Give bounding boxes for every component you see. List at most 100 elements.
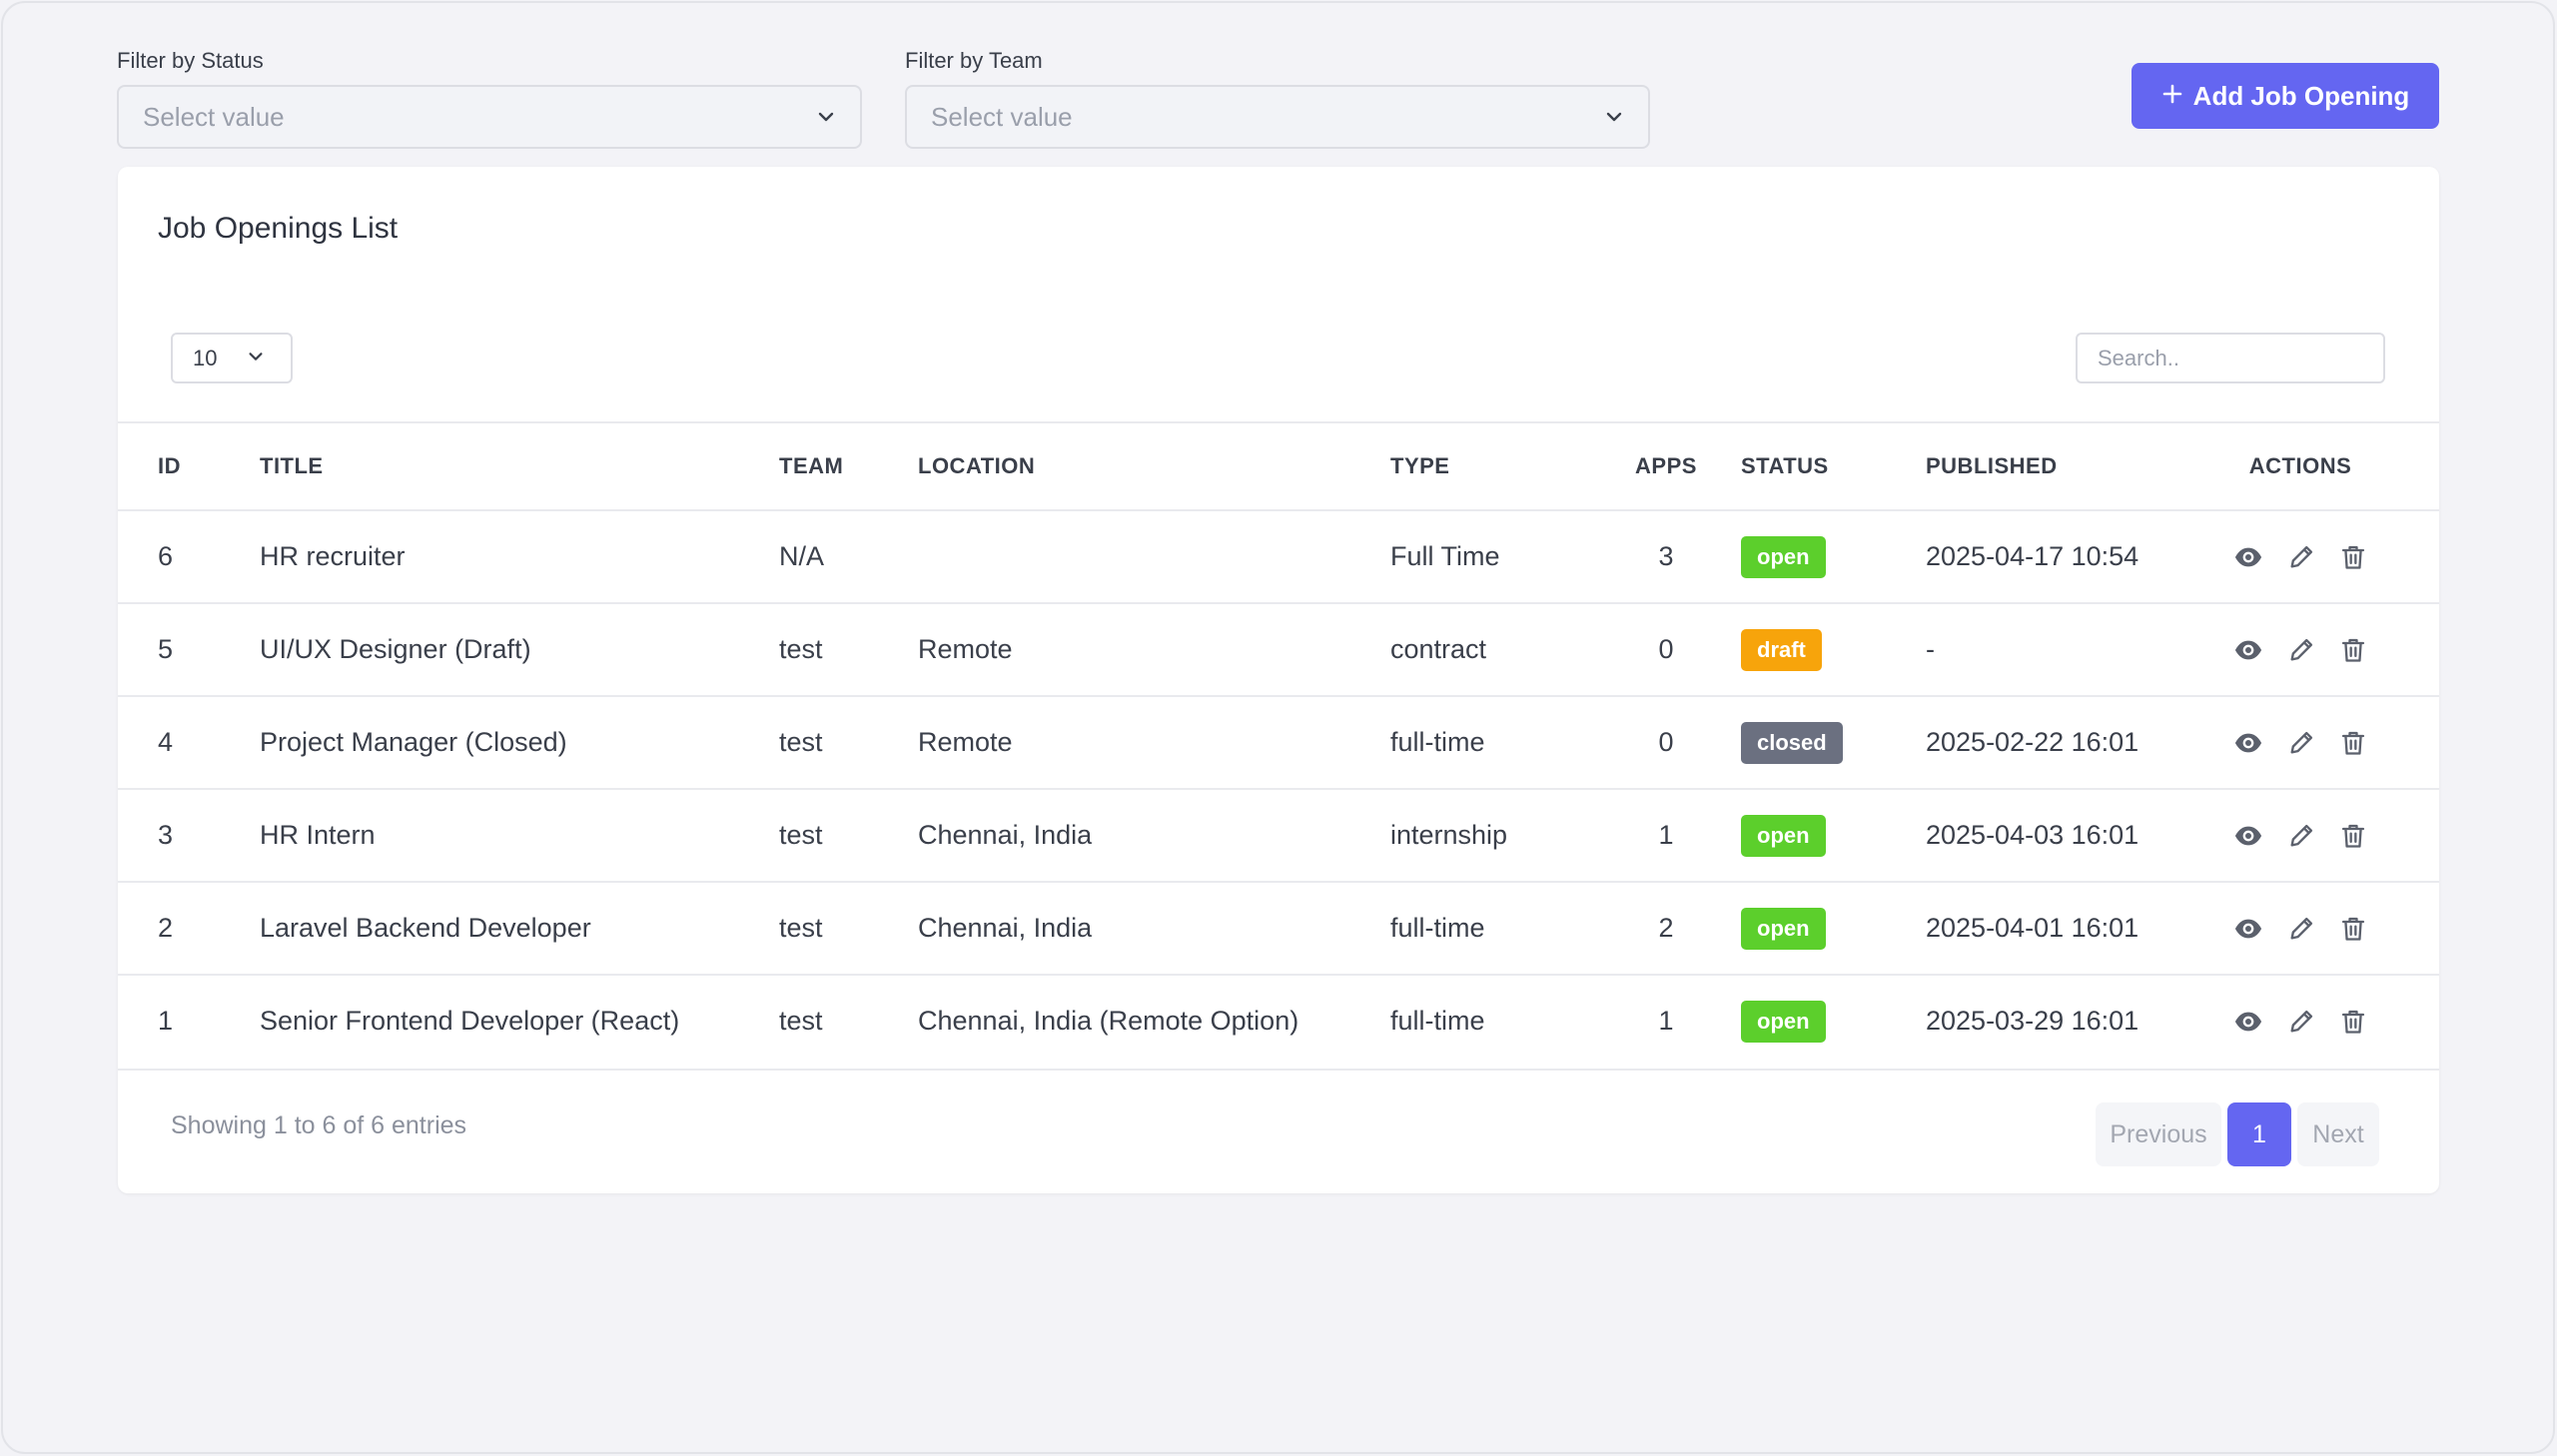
chevron-down-icon: [1604, 107, 1624, 127]
table-row: 4 Project Manager (Closed) test Remote full-…: [118, 695, 2439, 788]
add-job-opening-button[interactable]: Add Job Opening: [2131, 63, 2439, 129]
eye-icon[interactable]: [2233, 728, 2263, 758]
cell-actions: [2220, 697, 2380, 788]
cell-type: internship: [1390, 820, 1508, 850]
footer-divider: [118, 1069, 2439, 1071]
cell-id: 6: [158, 541, 174, 571]
next-page-button[interactable]: Next: [2297, 1102, 2379, 1166]
cell-location: Remote: [918, 634, 1013, 664]
previous-page-button[interactable]: Previous: [2096, 1102, 2221, 1166]
team-filter-select[interactable]: Select value: [905, 85, 1650, 149]
job-openings-card: Job Openings List 10 ID TITLE TEAM LOCAT…: [118, 167, 2439, 1193]
cell-apps: 1: [1658, 1006, 1674, 1036]
pencil-icon[interactable]: [2287, 543, 2315, 571]
cell-team: N/A: [779, 541, 825, 571]
cell-team: test: [779, 820, 823, 850]
cell-status: open: [1741, 883, 1826, 974]
cell-title: Project Manager (Closed): [260, 727, 567, 757]
status-badge: open: [1741, 814, 1826, 857]
search-input[interactable]: [2076, 333, 2385, 383]
cell-location: Chennai, India: [918, 913, 1093, 943]
header-published[interactable]: PUBLISHED: [1926, 453, 2058, 478]
trash-icon[interactable]: [2339, 636, 2367, 664]
cell-status: open: [1741, 790, 1826, 881]
page-length-select[interactable]: 10: [171, 333, 293, 383]
cell-status: open: [1741, 976, 1826, 1067]
header-status[interactable]: STATUS: [1741, 453, 1829, 478]
pencil-icon[interactable]: [2287, 729, 2315, 757]
cell-id: 5: [158, 634, 174, 664]
table-row: 1 Senior Frontend Developer (React) test Ch…: [118, 974, 2439, 1067]
cell-actions: [2220, 883, 2380, 974]
table-header-row: ID TITLE TEAM LOCATION TYPE APPS STATUS …: [118, 421, 2439, 509]
job-openings-table: ID TITLE TEAM LOCATION TYPE APPS STATUS …: [118, 421, 2439, 1067]
table-row: 5 UI/UX Designer (Draft) test Remote contrac…: [118, 602, 2439, 695]
cell-title: HR Intern: [260, 820, 376, 850]
eye-icon[interactable]: [2233, 821, 2263, 851]
cell-title: Senior Frontend Developer (React): [260, 1006, 680, 1036]
cell-type: full-time: [1390, 1006, 1485, 1036]
eye-icon[interactable]: [2233, 542, 2263, 572]
table-row: 2 Laravel Backend Developer test Chennai, I…: [118, 881, 2439, 974]
header-team[interactable]: TEAM: [779, 453, 844, 478]
cell-team: test: [779, 727, 823, 757]
chevron-down-icon: [816, 107, 836, 127]
cell-apps: 1: [1658, 820, 1674, 850]
header-apps[interactable]: APPS: [1635, 453, 1697, 478]
cell-status: closed: [1741, 697, 1843, 788]
status-badge: open: [1741, 1000, 1826, 1043]
eye-icon[interactable]: [2233, 1007, 2263, 1037]
cell-id: 2: [158, 913, 174, 943]
cell-id: 1: [158, 1006, 174, 1036]
cell-published: -: [1926, 634, 1935, 664]
add-job-opening-label: Add Job Opening: [2192, 80, 2410, 111]
page-1-button[interactable]: 1: [2227, 1102, 2291, 1166]
cell-title: Laravel Backend Developer: [260, 913, 591, 943]
eye-icon[interactable]: [2233, 635, 2263, 665]
cell-team: test: [779, 634, 823, 664]
cell-status: open: [1741, 511, 1826, 602]
status-filter-label: Filter by Status: [117, 48, 264, 73]
trash-icon[interactable]: [2339, 729, 2367, 757]
cell-published: 2025-04-03 16:01: [1926, 820, 2139, 850]
cell-title: UI/UX Designer (Draft): [260, 634, 531, 664]
cell-published: 2025-03-29 16:01: [1926, 1006, 2139, 1036]
trash-icon[interactable]: [2339, 915, 2367, 943]
pencil-icon[interactable]: [2287, 636, 2315, 664]
plus-icon: [2161, 81, 2183, 112]
status-badge: open: [1741, 535, 1826, 578]
table-row: 3 HR Intern test Chennai, India internship 1 o…: [118, 788, 2439, 881]
pencil-icon[interactable]: [2287, 822, 2315, 850]
cell-location: Remote: [918, 727, 1013, 757]
header-type[interactable]: TYPE: [1390, 453, 1450, 478]
status-filter: Filter by Status Select value: [117, 47, 862, 149]
header-id[interactable]: ID: [158, 453, 181, 478]
cell-apps: 2: [1658, 913, 1674, 943]
table-body: 6 HR recruiter N/A Full Time 3 open 2025-04-17…: [118, 509, 2439, 1067]
eye-icon[interactable]: [2233, 914, 2263, 944]
pencil-icon[interactable]: [2287, 915, 2315, 943]
trash-icon[interactable]: [2339, 1008, 2367, 1036]
cell-apps: 0: [1658, 727, 1674, 757]
pencil-icon[interactable]: [2287, 1008, 2315, 1036]
page-length-value: 10: [193, 345, 218, 370]
cell-actions: [2220, 976, 2380, 1067]
cell-published: 2025-02-22 16:01: [1926, 727, 2139, 757]
cell-team: test: [779, 913, 823, 943]
cell-status: draft: [1741, 604, 1822, 695]
header-location[interactable]: LOCATION: [918, 453, 1036, 478]
card-title: Job Openings List: [158, 212, 399, 245]
table-row: 6 HR recruiter N/A Full Time 3 open 2025-04-17…: [118, 509, 2439, 602]
status-filter-placeholder: Select value: [143, 101, 285, 132]
status-badge: open: [1741, 907, 1826, 950]
status-badge: closed: [1741, 721, 1843, 764]
cell-apps: 3: [1658, 541, 1674, 571]
cell-actions: [2220, 790, 2380, 881]
status-filter-select[interactable]: Select value: [117, 85, 862, 149]
trash-icon[interactable]: [2339, 543, 2367, 571]
trash-icon[interactable]: [2339, 822, 2367, 850]
chevron-down-icon: [247, 346, 265, 371]
cell-type: Full Time: [1390, 541, 1500, 571]
status-badge: draft: [1741, 628, 1822, 671]
header-title[interactable]: TITLE: [260, 453, 324, 478]
